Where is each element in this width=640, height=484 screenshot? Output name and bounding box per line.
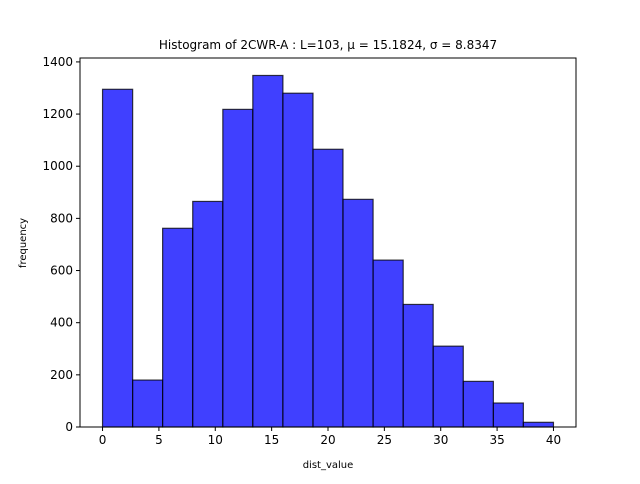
histogram-bar <box>192 200 224 428</box>
x-tick-label: 35 <box>489 433 504 447</box>
plot-frame <box>79 57 577 428</box>
x-axis-label: dist_value <box>303 460 354 471</box>
x-tick-label: 20 <box>320 433 335 447</box>
histogram-bar <box>342 198 374 428</box>
y-tick-label: 600 <box>50 264 73 278</box>
histogram-bar <box>402 303 434 428</box>
x-tick-label: 5 <box>155 433 163 447</box>
x-tick-label: 15 <box>264 433 279 447</box>
x-tick-label: 30 <box>433 433 448 447</box>
histogram-bar <box>132 379 164 428</box>
histogram-bar <box>522 421 555 428</box>
bars-group <box>101 74 555 428</box>
y-tick-label: 0 <box>65 420 73 434</box>
histogram-bar <box>312 148 344 428</box>
histogram-bar <box>282 92 314 428</box>
x-axis-ticks: 0 5 10 15 20 25 30 35 40 <box>99 427 561 447</box>
y-tick-label: 200 <box>50 368 73 382</box>
histogram-bar <box>462 380 494 428</box>
x-tick-label: 25 <box>377 433 392 447</box>
histogram-bar <box>372 259 404 428</box>
x-tick-label: 40 <box>546 433 561 447</box>
y-tick-label: 800 <box>50 211 73 225</box>
y-tick-label: 1400 <box>42 55 73 69</box>
histogram-bar <box>252 74 284 428</box>
histogram-bar <box>162 227 194 428</box>
chart-title: Histogram of 2CWR-A : L=103, μ = 15.1824… <box>159 38 497 52</box>
histogram-bar <box>432 345 464 428</box>
x-tick-label: 10 <box>208 433 223 447</box>
x-tick-label: 0 <box>99 433 107 447</box>
histogram-bar <box>222 108 254 428</box>
histogram-bar <box>101 88 134 428</box>
y-axis-label: frequency <box>18 218 29 268</box>
histogram-bar <box>492 402 524 428</box>
y-tick-label: 400 <box>50 316 73 330</box>
y-axis-ticks: 0 200 400 600 800 1000 1200 1400 <box>42 55 80 434</box>
y-tick-label: 1200 <box>42 107 73 121</box>
y-tick-label: 1000 <box>42 159 73 173</box>
